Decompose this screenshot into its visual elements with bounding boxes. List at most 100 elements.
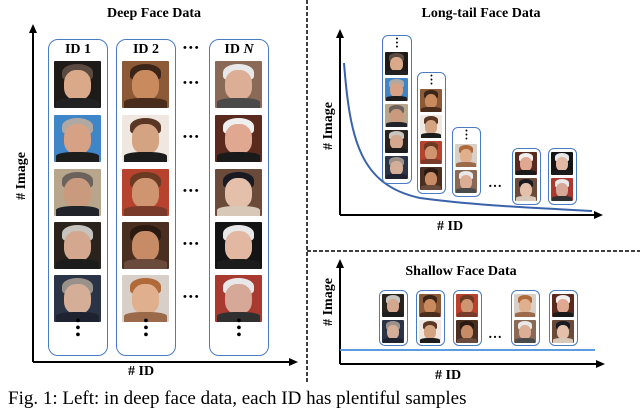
face-body	[124, 311, 167, 322]
face-skin	[424, 171, 438, 186]
face-body	[383, 311, 403, 317]
deep-face-data-title: Deep Face Data	[106, 6, 202, 21]
face-skin	[390, 108, 403, 123]
horizontal-ellipsis: •••	[183, 238, 201, 250]
vdot: • • •	[75, 314, 81, 343]
face-thumbnail	[54, 115, 101, 162]
face-body	[456, 161, 476, 167]
face-thumbnail	[551, 178, 573, 201]
face-thumbnail	[552, 294, 574, 317]
face-thumbnail	[456, 294, 478, 317]
face-thumbnail	[420, 115, 442, 138]
face-thumbnail	[385, 104, 408, 127]
id-column-n-italic: N	[243, 42, 254, 57]
face-skin	[390, 160, 403, 175]
face-body	[421, 132, 441, 138]
face-thumbnail	[54, 222, 101, 269]
face-body	[56, 205, 99, 216]
face-thumbnail	[551, 152, 573, 175]
face-thumbnail	[122, 115, 169, 162]
face-skin	[555, 182, 569, 197]
shallow-axes	[336, 259, 605, 368]
face-body	[515, 311, 535, 317]
horizontal-ellipsis: •••	[183, 77, 201, 89]
face-body	[553, 337, 573, 343]
face-skin	[423, 324, 437, 339]
face-thumbnail	[455, 170, 477, 193]
face-thumbnail	[455, 144, 477, 167]
face-skin	[390, 134, 403, 149]
id-column-n-vertical-ellipsis: • • •	[209, 315, 269, 343]
face-skin	[386, 324, 400, 339]
face-skin	[390, 56, 403, 71]
face-thumbnail	[514, 320, 536, 343]
id-column-n-label: ID N	[210, 42, 268, 58]
face-body	[217, 311, 260, 322]
face-thumbnail	[514, 294, 536, 317]
face-thumbnail	[419, 320, 441, 343]
face-thumbnail	[122, 61, 169, 108]
deep-face-x-axis-label: # ID	[128, 364, 155, 379]
long-tail-x-axis-label: # ID	[437, 219, 464, 234]
vertical-ellipsis: • • •	[395, 35, 399, 51]
face-body	[421, 158, 441, 164]
face-thumbnail	[552, 320, 574, 343]
face-thumbnail	[456, 320, 478, 343]
face-thumbnail	[215, 115, 262, 162]
face-skin	[459, 174, 473, 189]
horizontal-ellipsis: •••	[183, 291, 201, 303]
face-skin	[132, 124, 159, 154]
face-thumbnail	[215, 222, 262, 269]
panel-dividers	[306, 0, 640, 383]
face-body	[217, 205, 260, 216]
face-skin	[519, 156, 533, 171]
face-body	[124, 97, 167, 108]
face-body	[457, 311, 477, 317]
face-body	[56, 311, 99, 322]
face-thumbnail	[54, 275, 101, 322]
face-thumbnail	[385, 130, 408, 153]
face-skin	[556, 324, 570, 339]
id-column-n-prefix: ID	[224, 42, 244, 57]
face-thumbnail	[419, 294, 441, 317]
face-body	[124, 258, 167, 269]
face-skin	[519, 182, 533, 197]
face-skin	[424, 119, 438, 134]
shallow-x-axis-label: # ID	[435, 368, 462, 383]
face-skin	[64, 124, 91, 154]
long-tail-axes	[336, 29, 603, 219]
face-body	[457, 337, 477, 343]
face-skin	[225, 284, 252, 314]
face-skin	[555, 156, 569, 171]
long-tail-title: Long-tail Face Data	[421, 6, 541, 21]
face-thumbnail	[420, 89, 442, 112]
face-skin	[460, 298, 474, 313]
face-skin	[132, 284, 159, 314]
face-body	[386, 173, 407, 179]
face-thumbnail	[215, 61, 262, 108]
deep-face-axes	[29, 24, 298, 366]
face-body	[56, 97, 99, 108]
face-skin	[460, 324, 474, 339]
long-tail-ellipsis: …	[488, 176, 503, 191]
face-thumbnail	[215, 275, 262, 322]
face-skin	[225, 178, 252, 208]
face-thumbnail	[215, 169, 262, 216]
id-column-1-vertical-ellipsis: • • •	[48, 314, 108, 343]
face-thumbnail	[382, 320, 404, 343]
face-body	[515, 337, 535, 343]
face-skin	[225, 70, 252, 100]
face-body	[124, 205, 167, 216]
face-skin	[132, 70, 159, 100]
face-skin	[64, 231, 91, 261]
face-skin	[225, 124, 252, 154]
face-body	[386, 69, 407, 75]
face-thumbnail	[385, 156, 408, 179]
face-thumbnail	[385, 52, 408, 75]
vertical-ellipsis: • • •	[465, 127, 468, 143]
vertical-ellipsis: • • •	[430, 72, 433, 88]
face-skin	[518, 324, 532, 339]
shallow-y-axis-label: # Image	[320, 278, 336, 326]
face-skin	[424, 93, 438, 108]
horizontal-ellipsis: •••	[183, 131, 201, 143]
